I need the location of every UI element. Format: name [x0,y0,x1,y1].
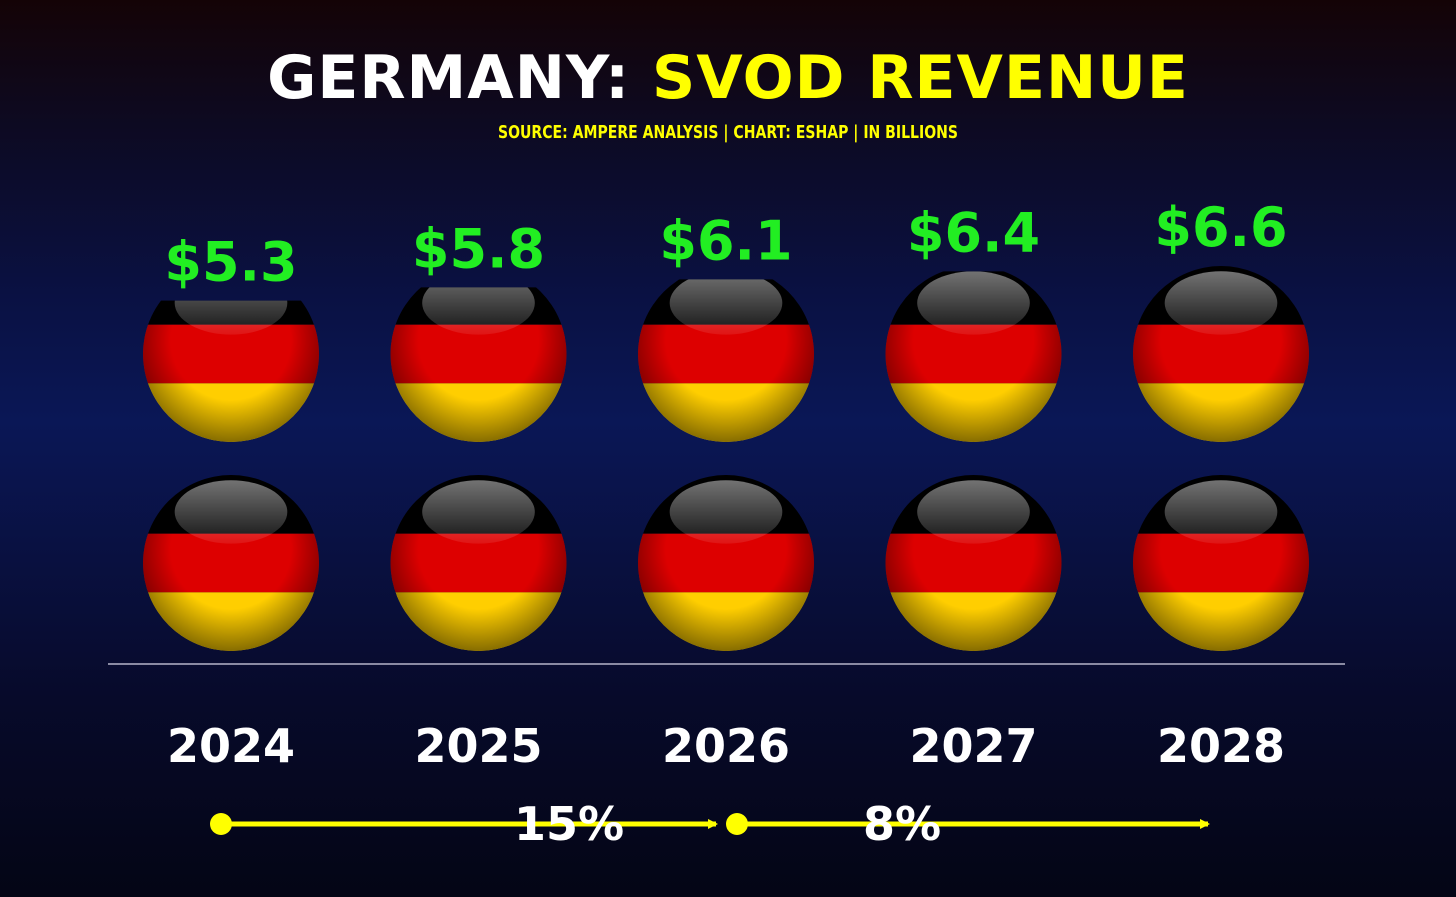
year-label-2024: 2024 [167,719,295,773]
flag-sphere-base-2027 [885,475,1062,651]
year-label-2027: 2027 [909,719,1037,773]
title-country: GERMANY: [267,43,631,113]
flag-sphere-base-2026 [638,475,814,651]
growth-arrow-start-dot [210,813,232,835]
year-label-2026: 2026 [662,719,790,773]
value-label-2024: $5.3 [164,231,297,294]
flag-sphere-bar-2025 [390,287,567,442]
flag-sphere-bar-2026 [638,279,814,442]
value-label-2028: $6.6 [1154,196,1287,259]
growth-arrow-start-dot [726,813,748,835]
flag-sphere-bar-2024 [143,300,319,442]
flag-sphere-base-2028 [1133,475,1309,651]
value-label-2027: $6.4 [907,201,1040,264]
flag-sphere-bar-2028 [1133,266,1309,442]
value-label-2026: $6.1 [659,209,792,272]
value-label-2025: $5.8 [412,217,545,280]
growth-arrow-2024-2026: 15% [210,797,718,851]
year-label-2025: 2025 [414,719,542,773]
chart-title: GERMANY: SVOD REVENUE [0,38,1456,118]
growth-label-2026-2028: 8% [863,797,941,851]
flag-sphere-base-2025 [390,475,567,651]
flag-sphere-bar-2027 [885,271,1062,442]
growth-label-2024-2026: 15% [514,797,624,851]
title-metric: SVOD REVENUE [652,43,1189,113]
flag-sphere-base-2024 [143,475,319,651]
year-label-2028: 2028 [1157,719,1285,773]
growth-arrow-2026-2028: 8% [726,797,1210,851]
chart-subtitle: SOURCE: AMPERE ANALYSIS | CHART: ESHAP |… [497,122,959,143]
